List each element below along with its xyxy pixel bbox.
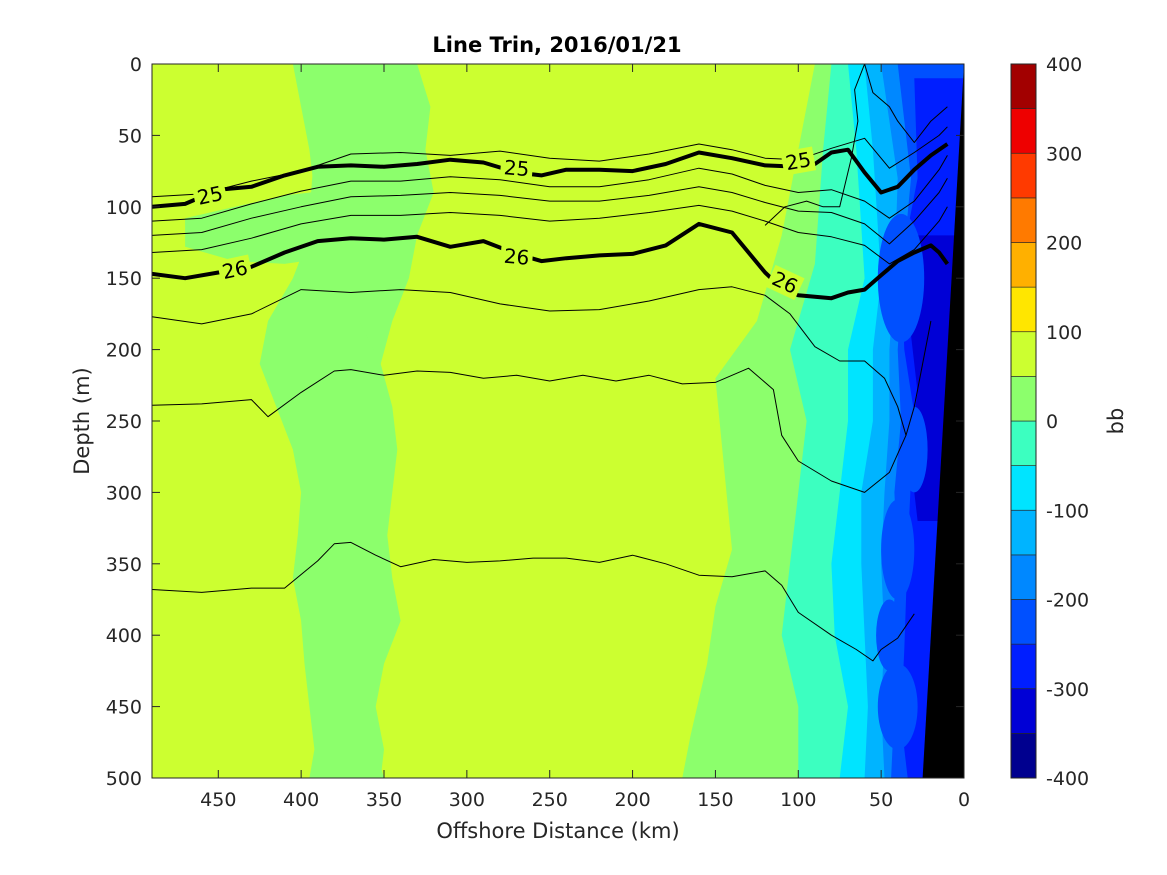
shelf-blob	[881, 499, 915, 600]
density-contour-bold	[152, 221, 950, 301]
colorbar-swatch	[1010, 242, 1037, 288]
colorbar-tick-label: -100	[1046, 500, 1089, 522]
colorbar-swatch	[1010, 63, 1037, 109]
colorbar-swatch	[1010, 331, 1037, 377]
density-contour	[152, 286, 932, 436]
y-tick-label: 400	[106, 625, 142, 647]
chart-title: Line Trin, 2016/01/21	[432, 33, 681, 57]
field-regions	[185, 64, 434, 778]
density-contour	[152, 367, 907, 493]
contour-label-text: 25	[195, 181, 225, 210]
colorbar-swatch	[1010, 197, 1037, 243]
contour-label-text: 26	[220, 255, 250, 284]
contour-label-text: 25	[784, 147, 813, 175]
y-tick-label: 50	[118, 125, 142, 147]
colorbar-frame	[1010, 63, 1037, 779]
colorbar-swatch	[1010, 420, 1037, 466]
colorbar: 400 300 200 100 0 -100 -200 -300 -400	[1010, 54, 1089, 790]
x-axis: 450 400 350 300 250 200 150 100 50 0	[200, 64, 970, 811]
colorbar-tick-label: 0	[1046, 411, 1058, 433]
y-tick-label: 150	[106, 268, 142, 290]
x-tick-label: 450	[200, 789, 236, 811]
x-tick-label: 300	[449, 789, 485, 811]
colorbar-label: bb	[1104, 408, 1128, 435]
contour-label: 26	[499, 243, 534, 271]
field-region	[185, 189, 368, 264]
density-contour	[152, 177, 948, 245]
contour-label: 25	[191, 180, 229, 211]
y-tick-label: 350	[106, 554, 142, 576]
contour-label-text: 25	[503, 155, 530, 181]
colorbar-swatch	[1010, 554, 1037, 600]
colorbar-swatch	[1010, 286, 1037, 333]
colorbar-swatch	[1010, 376, 1037, 422]
x-tick-label: 0	[958, 789, 970, 811]
x-tick-label: 200	[614, 789, 650, 811]
shelf-blob	[877, 663, 918, 750]
x-tick-label: 100	[780, 789, 816, 811]
y-tick-label: 200	[106, 340, 142, 362]
y-tick-label: 250	[106, 411, 142, 433]
colorbar-swatch	[1010, 688, 1037, 734]
x-axis-label: Offshore Distance (km)	[436, 819, 679, 843]
land-mask	[922, 64, 964, 778]
colorbar-swatch	[1010, 153, 1037, 199]
x-tick-label: 250	[532, 789, 568, 811]
density-contour	[152, 541, 915, 662]
colorbar-swatch	[1010, 643, 1037, 689]
y-tick-label: 450	[106, 697, 142, 719]
density-contour	[764, 64, 948, 226]
contour-label: 25	[499, 154, 534, 182]
density-contour	[152, 204, 948, 265]
field-region	[259, 64, 401, 778]
colorbar-swatch	[1010, 465, 1037, 511]
colorbar-swatch	[1010, 733, 1037, 779]
shelf-blob	[901, 406, 928, 493]
colorbar-tick-label: 100	[1046, 322, 1082, 344]
contour-label-text: 26	[503, 244, 530, 270]
density-contour	[152, 126, 948, 198]
y-axis-label: Depth (m)	[70, 367, 94, 474]
contour-label: 25	[780, 146, 817, 176]
colorbar-swatch	[1010, 599, 1037, 645]
shelf-blob	[877, 213, 925, 343]
colorbar-tick-label: 400	[1046, 54, 1082, 76]
x-tick-label: 50	[869, 789, 893, 811]
colorbar-tick-label: 300	[1046, 143, 1082, 165]
colorbar-tick-label: -400	[1046, 768, 1089, 790]
density-contours	[152, 64, 950, 662]
y-tick-label: 500	[106, 768, 142, 790]
y-tick-label: 300	[106, 482, 142, 504]
density-contour-bold	[152, 142, 949, 209]
colorbar-tick-label: 200	[1046, 233, 1082, 255]
colorbar-swatch	[1010, 509, 1037, 556]
y-tick-label: 0	[130, 54, 142, 76]
colorbar-tick-label: -300	[1046, 679, 1089, 701]
x-tick-label: 350	[366, 789, 402, 811]
y-axis: 0 50 100 150 200 250 300 350 400 450 500	[106, 54, 964, 790]
x-tick-label: 400	[283, 789, 319, 811]
x-tick-label: 150	[697, 789, 733, 811]
colorbar-tick-label: -200	[1046, 590, 1089, 612]
contour-label: 26	[216, 254, 254, 285]
y-tick-label: 100	[106, 197, 142, 219]
colorbar-swatch	[1010, 108, 1037, 154]
shelf-blob	[876, 599, 903, 671]
density-contour	[152, 155, 948, 222]
